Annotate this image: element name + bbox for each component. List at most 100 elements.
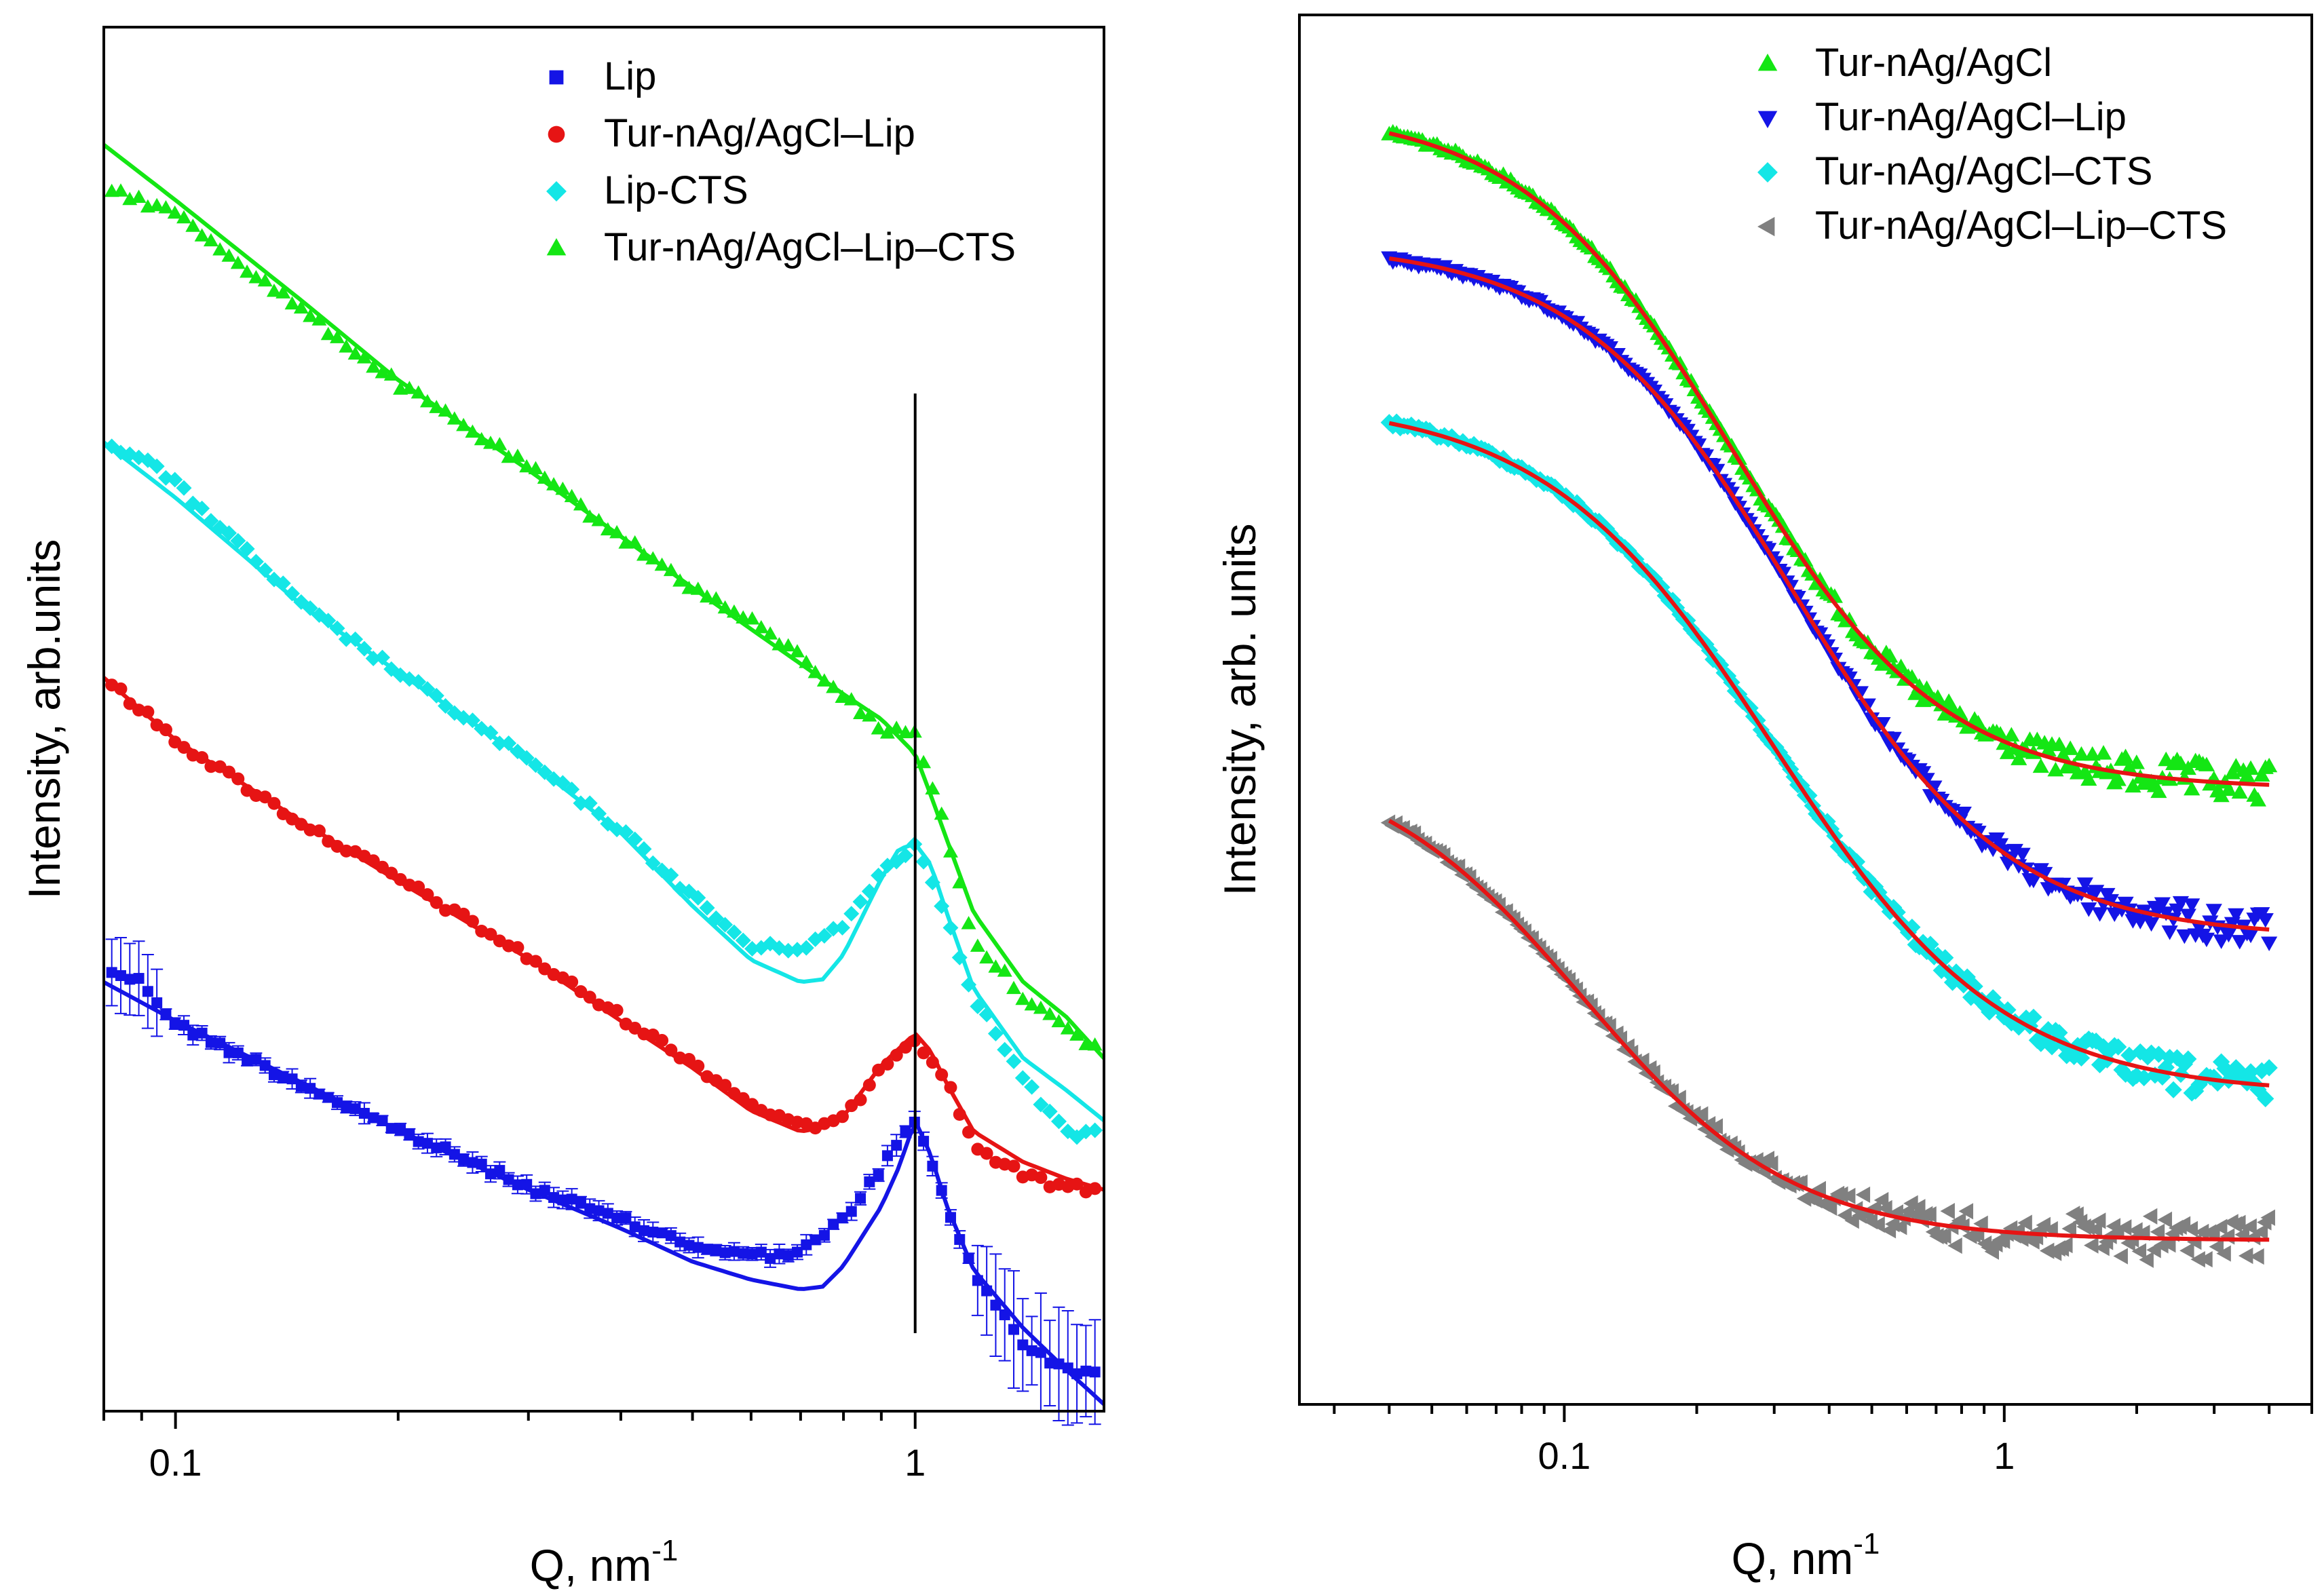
data-point <box>1006 1053 1022 1069</box>
data-point <box>492 437 508 450</box>
legend-marker-tur-nag-agcl <box>1757 54 1778 71</box>
data-point <box>818 1229 830 1241</box>
left-legend: Lip Tur-nAg/AgCl–Lip Lip-CTS Tur-nAg/AgCl–L… <box>546 54 1016 269</box>
data-point <box>1955 806 1972 822</box>
data-point <box>1870 1216 1885 1233</box>
data-point <box>654 557 670 571</box>
data-point <box>934 898 950 915</box>
data-point <box>1060 1021 1075 1035</box>
data-point <box>843 692 859 706</box>
data-point <box>1866 878 1884 896</box>
data-point <box>772 636 787 651</box>
data-point <box>2150 783 2167 799</box>
data-point <box>1855 1186 1871 1204</box>
data-point <box>1914 934 1932 951</box>
data-point <box>636 547 651 561</box>
data-point <box>2190 1075 2208 1094</box>
data-point <box>2102 894 2119 909</box>
data-point <box>573 497 588 511</box>
data-point <box>158 200 174 214</box>
data-point <box>341 1101 352 1113</box>
data-point <box>2249 1248 2264 1265</box>
data-point <box>539 1185 550 1196</box>
data-point <box>527 757 544 773</box>
data-point <box>518 750 535 766</box>
data-point <box>259 790 272 804</box>
data-point <box>2061 1220 2076 1237</box>
data-point <box>1774 518 1792 533</box>
data-point <box>1929 946 1947 964</box>
data-point <box>2058 1237 2073 1254</box>
right-x-ticks: 0.1 1 <box>1333 1404 2313 1477</box>
data-point <box>655 1034 669 1048</box>
data-point <box>257 273 273 287</box>
data-point <box>979 950 995 964</box>
data-point <box>491 735 508 752</box>
data-point <box>205 1037 216 1048</box>
data-point <box>736 610 751 623</box>
data-point <box>566 1193 577 1205</box>
data-point <box>573 795 589 811</box>
data-point <box>123 697 136 710</box>
data-point <box>356 350 372 364</box>
data-point <box>917 1046 930 1060</box>
data-point <box>780 942 797 959</box>
data-point <box>663 867 679 883</box>
data-point <box>2116 1065 2135 1083</box>
data-point <box>564 781 580 797</box>
data-point <box>195 751 209 765</box>
data-point <box>682 1053 696 1067</box>
data-point <box>954 1233 966 1245</box>
data-point <box>717 917 734 933</box>
data-point <box>411 385 426 399</box>
data-point <box>2231 1214 2246 1231</box>
data-point <box>1874 656 1891 671</box>
data-point <box>981 1285 993 1297</box>
data-point <box>987 1025 1004 1041</box>
data-point <box>744 940 761 957</box>
data-point <box>963 1252 974 1264</box>
data-point <box>275 285 291 299</box>
data-point <box>629 1221 641 1233</box>
data-point <box>1878 1199 1892 1216</box>
data-point <box>286 1073 298 1085</box>
data-point <box>575 1197 586 1208</box>
fit-line-tur-nag-agcl-cts <box>1388 421 2270 1088</box>
data-point <box>744 611 760 625</box>
data-point <box>177 741 191 754</box>
data-point <box>431 1142 442 1153</box>
data-point <box>690 889 706 906</box>
data-point <box>476 1158 487 1170</box>
data-point <box>591 805 607 822</box>
data-point <box>735 932 751 948</box>
right-x-axis-label-superscript: -1 <box>1853 1527 1880 1560</box>
data-point <box>242 1055 253 1067</box>
data-point <box>755 1246 767 1258</box>
data-point <box>1635 1052 1650 1069</box>
data-point <box>972 1275 983 1286</box>
data-point <box>2253 767 2270 782</box>
data-point <box>194 228 210 242</box>
data-point <box>864 1176 875 1187</box>
data-point <box>825 921 841 937</box>
data-point <box>512 1179 523 1191</box>
data-point <box>970 998 986 1014</box>
data-point <box>1007 1159 1021 1173</box>
data-point <box>320 326 336 341</box>
data-point <box>2062 740 2079 755</box>
data-point <box>2084 1237 2099 1254</box>
data-point <box>2260 1209 2275 1226</box>
data-point <box>2143 917 2160 932</box>
data-point <box>311 312 327 326</box>
x-tick-label: 0.1 <box>149 1441 202 1484</box>
data-point <box>250 1054 262 1065</box>
data-point <box>1069 1027 1085 1041</box>
legend-label-lip-cts: Lip-CTS <box>604 168 748 212</box>
data-point <box>2190 921 2208 936</box>
data-point <box>999 1309 1010 1320</box>
data-point <box>106 967 117 978</box>
data-point <box>638 1225 649 1236</box>
data-point <box>1892 1218 1907 1235</box>
data-point <box>2183 1221 2198 1237</box>
data-point <box>438 403 453 417</box>
